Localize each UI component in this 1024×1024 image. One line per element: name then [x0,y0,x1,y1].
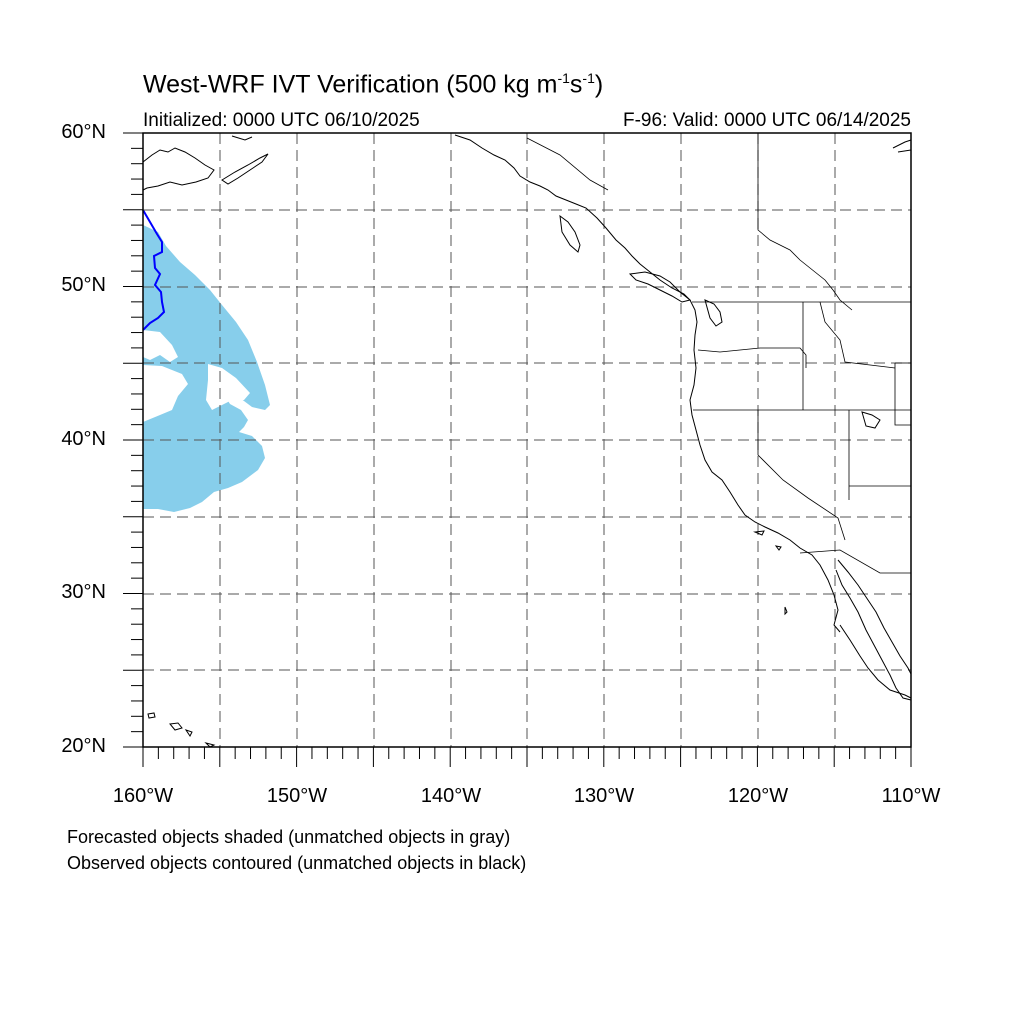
lon-label-110w: 110°W [881,785,941,807]
lat-label-60n: 60°N [61,121,106,143]
axis-ticks [123,132,912,767]
forecast-object-gap [206,364,250,410]
lon-label-120w: 120°W [727,785,789,807]
plot-title: West-WRF IVT Verification (500 kg m-1s-1… [143,70,604,99]
political-boundaries [526,133,911,574]
lat-label-50n: 50°N [61,274,106,296]
lat-label-30n: 30°N [61,581,106,603]
initialized-label: Initialized: 0000 UTC 06/10/2025 [143,110,420,131]
forecast-object-gap [143,365,188,422]
graticule [143,133,911,747]
lat-label-20n: 20°N [61,735,106,757]
observed-ivt-contour [142,209,166,331]
observed-legend-note: Observed objects contoured (unmatched ob… [67,853,527,873]
lon-label-160w: 160°W [112,785,174,807]
lon-label-130w: 130°W [573,785,635,807]
valid-time-label: F-96: Valid: 0000 UTC 06/14/2025 [623,110,911,131]
lon-label-140w: 140°W [420,785,482,807]
lon-label-150w: 150°W [266,785,328,807]
lat-label-40n: 40°N [61,428,106,450]
forecast-legend-note: Forecasted objects shaded (unmatched obj… [67,827,511,847]
coastline [142,134,912,748]
forecast-object-gap [143,330,178,362]
